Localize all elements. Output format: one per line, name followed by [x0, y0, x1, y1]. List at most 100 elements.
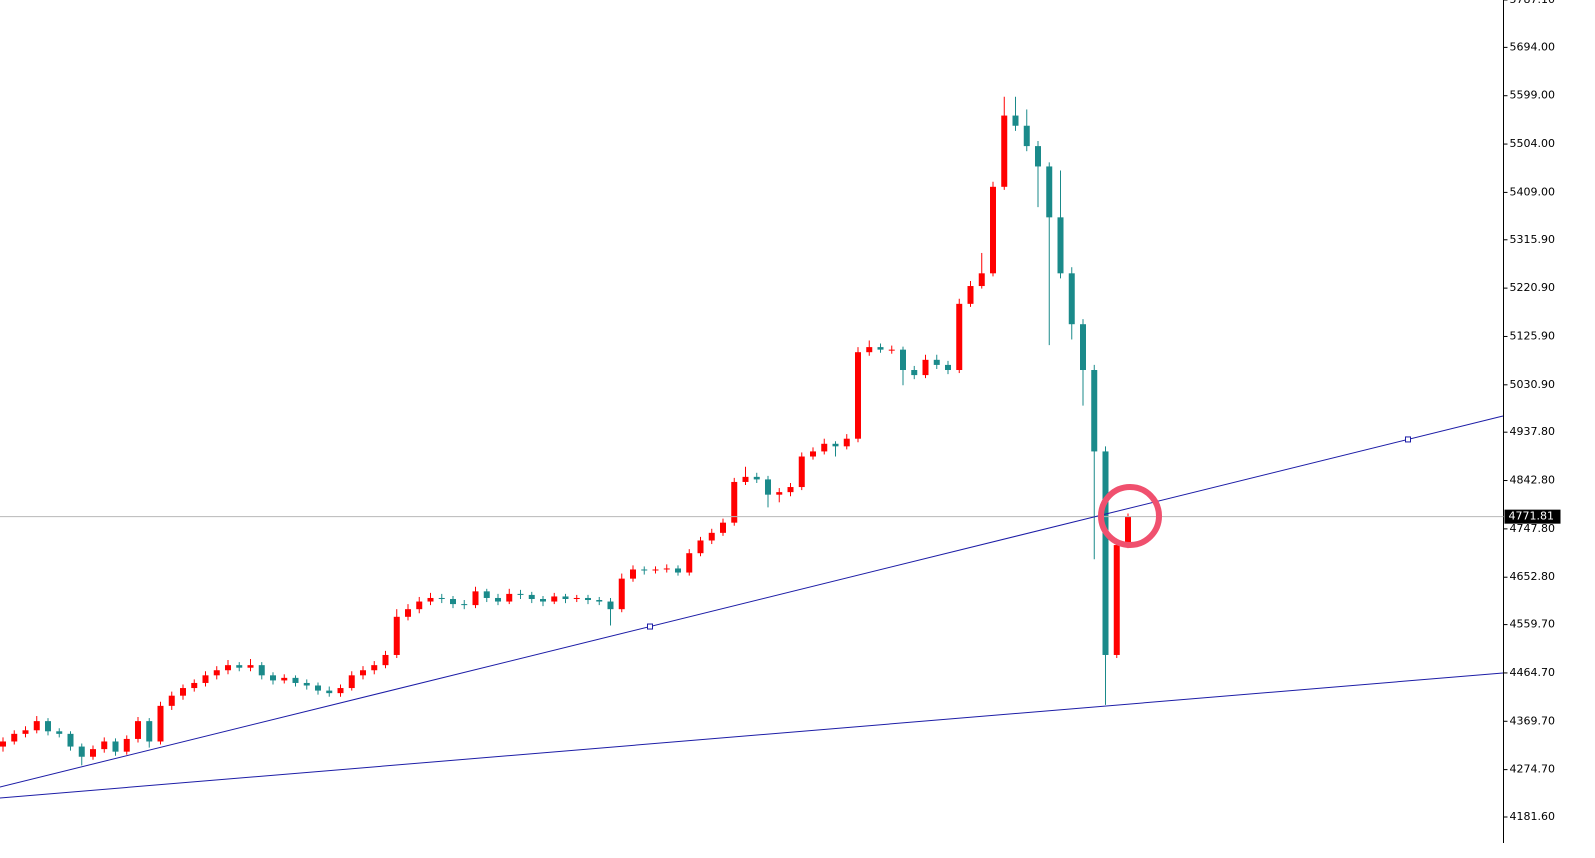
candle-body	[596, 600, 603, 602]
candle-body	[90, 749, 96, 757]
candle-body	[236, 665, 243, 668]
candle-body	[427, 597, 434, 602]
candle-body	[337, 688, 344, 694]
candle-body	[618, 578, 625, 610]
candle-body	[663, 568, 670, 570]
candle-body	[585, 597, 591, 601]
candle-body	[450, 598, 456, 605]
candle-body	[1023, 125, 1030, 147]
candle-body	[967, 286, 974, 304]
y-tick-label: 4842.80	[1510, 474, 1556, 487]
candle-body	[191, 682, 198, 689]
y-tick-label: 4747.80	[1510, 522, 1556, 535]
plot-area	[0, 96, 1504, 799]
candle-body	[652, 569, 659, 571]
candle-body	[326, 690, 333, 694]
candle-body	[1057, 217, 1064, 274]
candle-body	[832, 443, 839, 447]
candle-body	[990, 186, 996, 274]
candle-body	[405, 609, 411, 617]
y-tick-label: 5599.00	[1510, 89, 1556, 102]
candle-body	[1035, 146, 1041, 167]
candle-body	[821, 443, 828, 452]
candle-body	[1068, 273, 1075, 325]
candle-body	[33, 721, 40, 731]
trendline-anchor	[1405, 436, 1411, 443]
candle-body	[641, 569, 648, 571]
candle-body	[157, 705, 164, 742]
candle-body	[630, 569, 636, 579]
y-tick-label: 4937.80	[1510, 425, 1556, 438]
y-tick-label: 4652.80	[1510, 570, 1556, 583]
trendline	[0, 672, 1504, 799]
candle-body	[22, 730, 29, 734]
candle-body	[1113, 545, 1120, 655]
candle-body	[135, 721, 141, 739]
candle-body	[911, 370, 918, 376]
candle-body	[922, 359, 929, 376]
candle-body	[438, 597, 445, 599]
y-tick-label: 5694.00	[1510, 40, 1556, 53]
candle-body	[506, 593, 513, 602]
y-tick-label: 4559.70	[1510, 618, 1556, 631]
candle-body	[393, 616, 400, 655]
candle-body	[1012, 115, 1019, 126]
trendline-anchor	[647, 623, 653, 630]
candle-body	[562, 596, 569, 599]
candle-body	[0, 741, 6, 747]
y-tick-label: 5030.90	[1510, 378, 1556, 391]
candle-body	[1080, 324, 1086, 371]
candle-body	[517, 593, 524, 595]
candle-body	[720, 522, 726, 533]
candle-body	[416, 601, 423, 610]
candle-body	[708, 532, 715, 541]
candle-body	[888, 349, 895, 351]
candle-body	[528, 594, 535, 599]
candle-body	[1001, 115, 1008, 187]
candle-body	[292, 677, 299, 683]
candle-body	[675, 568, 681, 573]
y-tick-label: 5220.90	[1510, 281, 1556, 294]
candle-body	[461, 604, 468, 606]
candle-body	[270, 675, 276, 681]
candle-body	[146, 721, 153, 742]
candle-body	[360, 670, 366, 676]
last-price-label: 4771.81	[1509, 510, 1555, 523]
candle-body	[866, 347, 873, 353]
y-tick-label: 5409.00	[1510, 185, 1556, 198]
candle-body	[56, 731, 63, 734]
candle-body	[112, 741, 119, 752]
candle-body	[753, 476, 760, 480]
candle-body	[978, 273, 985, 287]
candle-body	[168, 695, 175, 706]
candle-body	[877, 347, 884, 350]
candle-body	[371, 665, 378, 671]
candle-body	[540, 598, 546, 602]
candle-body	[472, 591, 479, 606]
candle-body	[731, 481, 738, 523]
candle-body	[607, 601, 614, 610]
candle-body	[67, 733, 74, 747]
candle-body	[101, 741, 108, 750]
y-tick-label: 4464.70	[1510, 666, 1556, 679]
candle-body	[765, 479, 771, 495]
highlight-circle	[1098, 484, 1162, 548]
candle-body	[900, 349, 906, 371]
candle-body	[382, 654, 389, 666]
candle-body	[697, 540, 704, 554]
candle-body	[123, 738, 130, 752]
candle-body	[551, 596, 558, 602]
candle-body	[303, 682, 310, 686]
candle-body	[225, 665, 231, 671]
candle-body	[945, 364, 951, 371]
candle-body	[573, 597, 580, 599]
candle-body	[810, 451, 816, 457]
y-tick-label: 4369.70	[1510, 714, 1556, 727]
candle-body	[348, 675, 355, 689]
candle-body	[798, 456, 805, 488]
candle-body	[787, 487, 794, 493]
last-price-box	[1504, 509, 1561, 524]
candle-body	[1046, 166, 1053, 218]
candle-body	[742, 476, 749, 482]
